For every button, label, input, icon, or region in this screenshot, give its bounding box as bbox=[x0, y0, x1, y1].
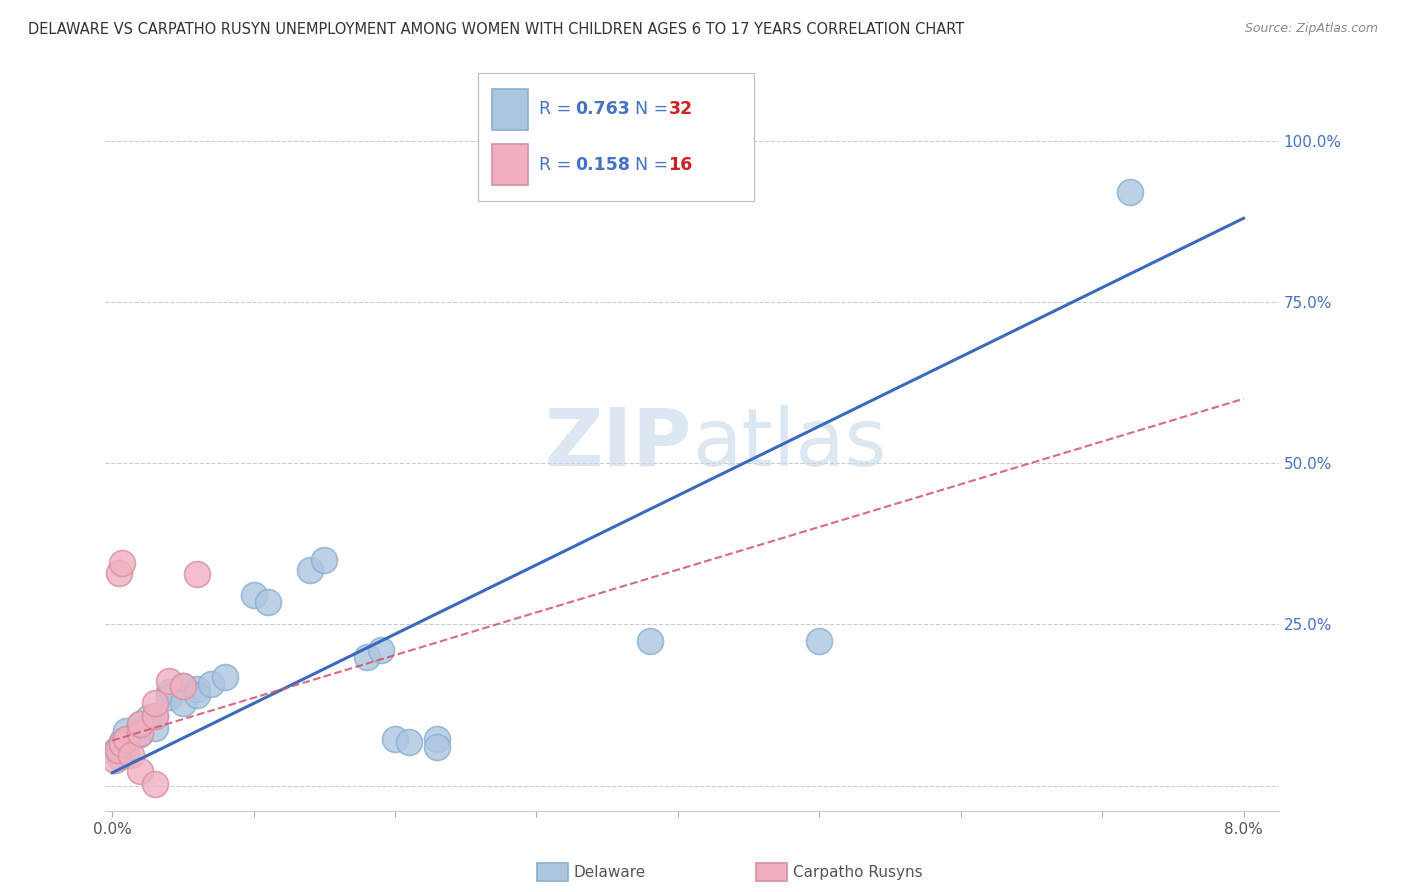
Text: DELAWARE VS CARPATHO RUSYN UNEMPLOYMENT AMONG WOMEN WITH CHILDREN AGES 6 TO 17 Y: DELAWARE VS CARPATHO RUSYN UNEMPLOYMENT … bbox=[28, 22, 965, 37]
Point bbox=[242, 589, 264, 603]
Point bbox=[143, 777, 166, 791]
Point bbox=[111, 737, 134, 751]
Point bbox=[107, 743, 129, 757]
Text: N =: N = bbox=[624, 155, 673, 174]
Text: R =: R = bbox=[540, 101, 578, 119]
Point bbox=[122, 731, 145, 745]
Point bbox=[186, 681, 208, 696]
Text: 0.763: 0.763 bbox=[575, 101, 630, 119]
Point bbox=[108, 566, 131, 580]
Point bbox=[111, 733, 134, 747]
Point bbox=[143, 721, 166, 735]
Point bbox=[104, 753, 127, 767]
Text: R =: R = bbox=[540, 155, 578, 174]
Text: 16: 16 bbox=[669, 155, 693, 174]
Text: Carpatho Rusyns: Carpatho Rusyns bbox=[793, 865, 922, 880]
Point bbox=[314, 553, 336, 567]
Text: 32: 32 bbox=[669, 101, 693, 119]
Point bbox=[129, 717, 152, 731]
Point bbox=[426, 739, 449, 754]
Point bbox=[129, 726, 152, 740]
Point bbox=[115, 723, 138, 738]
Text: ZIP: ZIP bbox=[544, 405, 692, 483]
Bar bbox=[478, 73, 754, 202]
Point bbox=[299, 563, 322, 577]
Point bbox=[108, 749, 131, 764]
Point bbox=[157, 685, 180, 699]
Point bbox=[115, 747, 138, 762]
Point bbox=[384, 732, 406, 747]
Text: Delaware: Delaware bbox=[574, 865, 645, 880]
Bar bbox=[492, 145, 527, 185]
Point bbox=[111, 556, 134, 570]
Point bbox=[120, 747, 142, 762]
Point bbox=[143, 696, 166, 710]
Point bbox=[214, 670, 236, 684]
Point bbox=[186, 689, 208, 703]
Point bbox=[157, 690, 180, 704]
Point bbox=[426, 732, 449, 747]
Point bbox=[172, 679, 194, 693]
Text: N =: N = bbox=[624, 101, 673, 119]
Point bbox=[157, 674, 180, 689]
Point bbox=[200, 677, 222, 691]
Point bbox=[356, 649, 378, 664]
Point bbox=[115, 732, 138, 747]
Point bbox=[143, 709, 166, 723]
Point bbox=[172, 696, 194, 710]
Point bbox=[398, 735, 420, 749]
Point bbox=[172, 679, 194, 693]
Point bbox=[143, 709, 166, 723]
Text: atlas: atlas bbox=[692, 405, 886, 483]
Point bbox=[136, 711, 159, 725]
Bar bbox=[492, 89, 527, 129]
Point bbox=[1119, 186, 1142, 200]
Point bbox=[638, 633, 661, 648]
Point bbox=[129, 717, 152, 731]
Point bbox=[129, 727, 152, 741]
Point bbox=[105, 743, 128, 757]
Point bbox=[370, 643, 392, 657]
Text: 0.158: 0.158 bbox=[575, 155, 630, 174]
Text: Source: ZipAtlas.com: Source: ZipAtlas.com bbox=[1244, 22, 1378, 36]
Point bbox=[256, 595, 278, 609]
Point bbox=[808, 633, 831, 648]
Point bbox=[186, 567, 208, 582]
Point bbox=[129, 764, 152, 779]
